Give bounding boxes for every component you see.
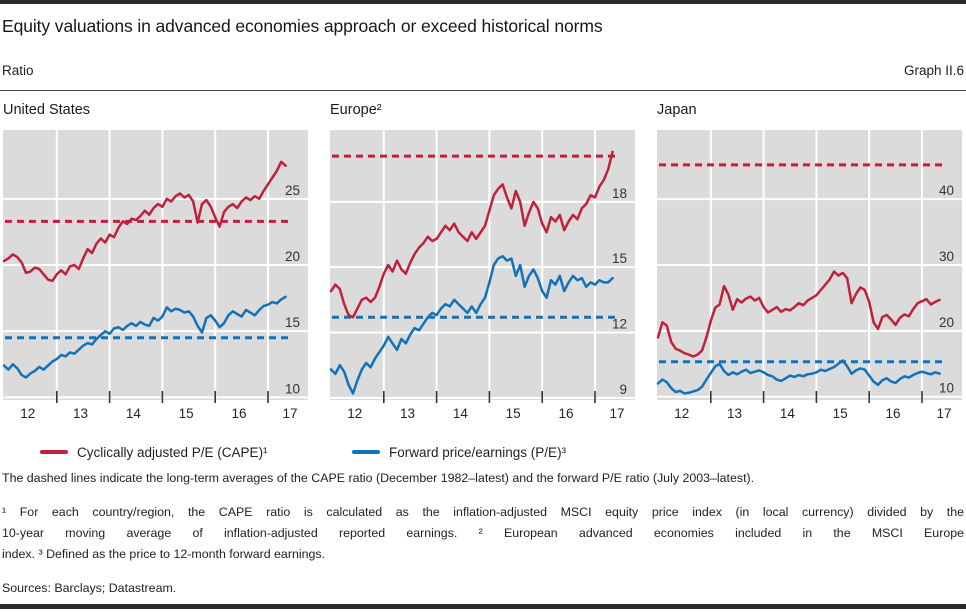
- panel-title-united-states: United States: [3, 102, 91, 118]
- svg-text:30: 30: [939, 249, 954, 264]
- svg-text:13: 13: [73, 406, 88, 421]
- svg-text:16: 16: [231, 406, 246, 421]
- header-divider: [0, 90, 966, 91]
- legend-item-cape: Cyclically adjusted P/E (CAPE)¹: [40, 443, 268, 461]
- panel-title-europe: Europe²: [330, 102, 382, 118]
- svg-text:15: 15: [285, 315, 300, 330]
- graph-number: Graph II.6: [903, 63, 964, 78]
- legend-label-forward-pe: Forward price/earnings (P/E)³: [389, 444, 567, 460]
- svg-text:17: 17: [936, 406, 951, 421]
- svg-text:12: 12: [674, 406, 689, 421]
- panel-europe: 18 15 12 9 12 13 14 15 16 17: [329, 130, 635, 425]
- top-rule-bar: [0, 0, 966, 4]
- svg-text:13: 13: [400, 406, 415, 421]
- svg-text:12: 12: [20, 406, 35, 421]
- sources-line: Sources: Barclays; Datastream.: [2, 581, 177, 595]
- footnote-line-1: ¹ For each country/region, the CAPE rati…: [2, 505, 964, 519]
- svg-text:12: 12: [347, 406, 362, 421]
- svg-text:12: 12: [612, 317, 627, 332]
- unit-label: Ratio: [2, 63, 34, 78]
- svg-text:16: 16: [885, 406, 900, 421]
- svg-text:17: 17: [282, 406, 297, 421]
- svg-text:18: 18: [612, 186, 627, 201]
- forward-pe-line-swatch-icon: [352, 450, 380, 454]
- chart-united-states: 25 20 15 10 12 13 14 15 16 17: [2, 130, 308, 421]
- svg-text:14: 14: [780, 406, 796, 421]
- svg-text:20: 20: [285, 249, 300, 264]
- footnote-line-3: index. ³ Defined as the price to 12-mont…: [2, 547, 326, 561]
- subheader-row: Ratio Graph II.6: [2, 63, 964, 78]
- svg-text:13: 13: [727, 406, 742, 421]
- chart-japan: 40 30 20 10 12 13 14 15 16 17: [656, 130, 962, 421]
- svg-text:17: 17: [609, 406, 624, 421]
- svg-text:15: 15: [612, 251, 627, 266]
- footnotes-block: ¹ For each country/region, the CAPE rati…: [2, 502, 964, 565]
- svg-text:16: 16: [558, 406, 573, 421]
- svg-text:15: 15: [506, 406, 521, 421]
- footnote-line-2: 10-year moving average of inflation-adju…: [2, 526, 964, 540]
- svg-text:20: 20: [939, 315, 954, 330]
- svg-text:15: 15: [179, 406, 194, 421]
- panel-japan: 40 30 20 10 12 13 14 15 16 17: [656, 130, 962, 425]
- svg-text:15: 15: [833, 406, 848, 421]
- panel-united-states: 25 20 15 10 12 13 14 15 16 17: [2, 130, 308, 425]
- panel-title-japan: Japan: [657, 102, 697, 118]
- figure-title: Equity valuations in advanced economies …: [2, 16, 603, 36]
- svg-text:9: 9: [619, 382, 627, 397]
- svg-text:14: 14: [126, 406, 142, 421]
- legend-item-forward-pe: Forward price/earnings (P/E)³: [352, 443, 566, 461]
- bottom-rule-bar: [0, 604, 966, 609]
- svg-text:25: 25: [285, 183, 300, 198]
- svg-text:14: 14: [453, 406, 469, 421]
- cape-line-swatch-icon: [40, 450, 68, 454]
- chart-europe: 18 15 12 9 12 13 14 15 16 17: [329, 130, 635, 421]
- legend-label-cape: Cyclically adjusted P/E (CAPE)¹: [77, 444, 268, 460]
- svg-text:10: 10: [939, 381, 954, 396]
- svg-text:10: 10: [285, 381, 300, 396]
- dashed-lines-note: The dashed lines indicate the long-term …: [2, 471, 755, 485]
- svg-text:40: 40: [939, 183, 954, 198]
